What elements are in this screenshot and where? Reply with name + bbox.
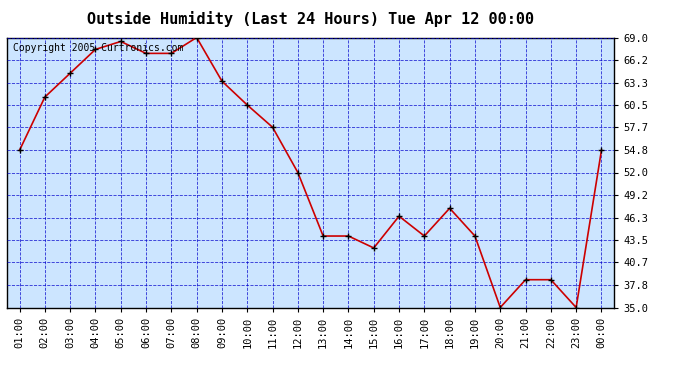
Text: Copyright 2005 Curtronics.com: Copyright 2005 Curtronics.com [13, 43, 184, 53]
Text: Outside Humidity (Last 24 Hours) Tue Apr 12 00:00: Outside Humidity (Last 24 Hours) Tue Apr… [87, 11, 534, 27]
